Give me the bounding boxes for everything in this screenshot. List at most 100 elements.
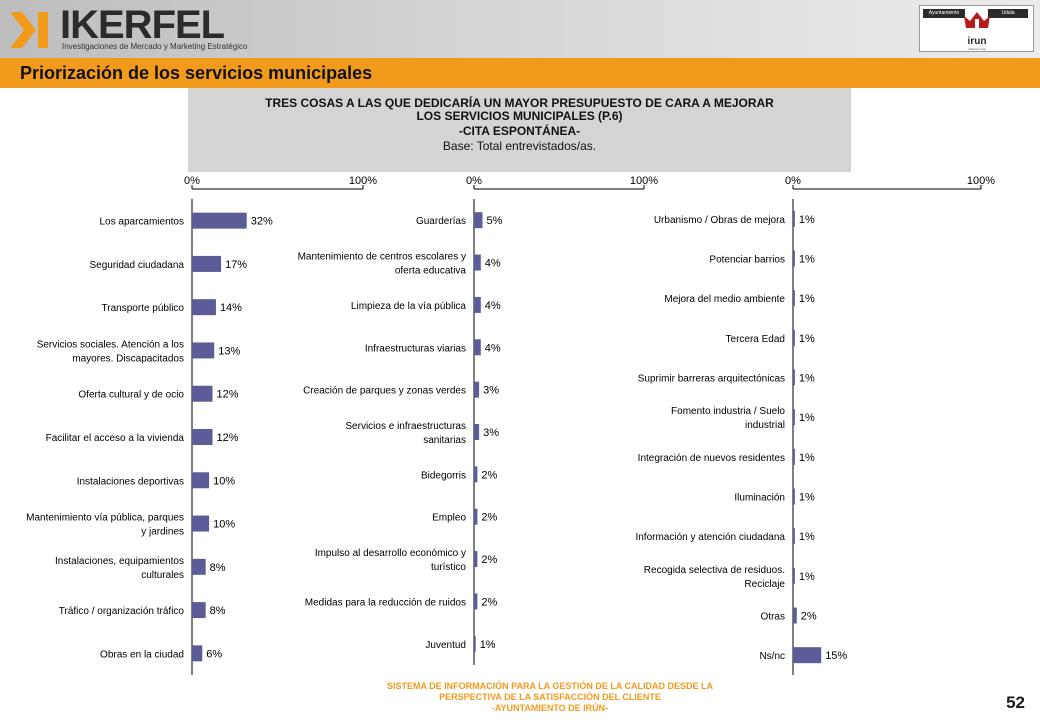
category-label: turístico	[431, 562, 466, 573]
category-label: Mantenimiento vía pública, parques	[26, 513, 184, 524]
data-label: 2%	[481, 512, 497, 524]
bar	[474, 212, 483, 229]
footer-line-3: -AYUNTAMIENTO DE IRÚN-	[491, 703, 609, 713]
bar	[192, 299, 216, 316]
bar	[474, 593, 478, 610]
data-label: 4%	[485, 300, 501, 312]
category-label: industrial	[745, 420, 785, 431]
category-label: Infraestructuras viarias	[365, 343, 466, 354]
category-label: Integración de nuevos residentes	[638, 453, 785, 464]
data-label: 2%	[481, 469, 497, 481]
category-label: Suprimir barreras arquitectónicas	[638, 374, 785, 385]
bar	[793, 488, 795, 505]
category-label: Ns/nc	[759, 651, 785, 662]
category-label: Servicios e infraestructuras	[345, 421, 466, 432]
data-label: 1%	[799, 373, 815, 385]
category-label: Mantenimiento de centros escolares y	[298, 252, 466, 263]
data-label: 1%	[799, 531, 815, 543]
category-label: Potenciar barrios	[709, 255, 785, 266]
bar	[793, 647, 822, 664]
data-label: 1%	[799, 293, 815, 305]
bar	[192, 429, 213, 445]
category-label: Fomento industria / Suelo	[671, 406, 785, 417]
data-label: 1%	[799, 333, 815, 345]
chart-base-note: Base: Total entrevistados/as.	[442, 139, 597, 153]
bar	[793, 250, 795, 267]
data-label: 3%	[483, 385, 499, 397]
data-label: 10%	[213, 519, 235, 531]
bar	[192, 472, 210, 489]
data-label: 2%	[801, 611, 817, 623]
data-label: 13%	[218, 345, 240, 357]
bar	[474, 381, 480, 398]
bar	[474, 296, 481, 313]
chart-title-box: TRES COSAS A LAS QUE DEDICARÍA UN MAYOR …	[188, 88, 851, 172]
bar	[192, 385, 213, 402]
tick-label: 100%	[349, 175, 377, 187]
data-label: 17%	[225, 259, 247, 271]
data-label: 1%	[799, 492, 815, 504]
bar	[793, 369, 795, 386]
footer-line-2: PERSPECTIVA DE LA SATISFACCIÓN DEL CLIEN…	[439, 692, 661, 702]
category-label: Limpieza de la vía pública	[351, 301, 467, 312]
data-label: 3%	[483, 427, 499, 439]
category-label: Medidas para la reducción de ruidos	[305, 597, 466, 608]
chart-title-line-2: LOS SERVICIOS MUNICIPALES (P.6)	[416, 109, 623, 123]
irun-seal: Ayuntamiento Udala irun www.irun.org	[919, 5, 1034, 52]
category-label: Transporte público	[102, 303, 185, 314]
data-label: 12%	[217, 432, 239, 444]
tick-label: 0%	[184, 175, 200, 187]
category-label: culturales	[141, 570, 184, 581]
category-label: Reciclaje	[744, 579, 785, 590]
category-label: Urbanismo / Obras de mejora	[654, 215, 786, 226]
bar	[192, 558, 206, 575]
category-label: Servicios sociales. Atención a los	[37, 339, 184, 350]
category-label: Juventud	[425, 640, 466, 651]
footer-line-1: SISTEMA DE INFORMACIÓN PARA LA GESTIÓN D…	[386, 681, 713, 691]
tick-label: 100%	[967, 175, 995, 187]
chart-title-line-3: -CITA ESPONTÁNEA-	[458, 124, 581, 138]
category-label: y jardines	[141, 527, 184, 538]
data-label: 4%	[485, 342, 501, 354]
bar	[793, 210, 795, 227]
category-label: sanitarias	[423, 435, 466, 446]
footer: SISTEMA DE INFORMACIÓN PARA LA GESTIÓN D…	[290, 681, 810, 714]
section-title-bar: Priorización de los servicios municipale…	[0, 58, 1040, 88]
seal-left-label: Ayuntamiento	[923, 9, 965, 18]
bar	[192, 645, 203, 662]
category-label: Instalaciones deportivas	[77, 476, 184, 487]
data-label: 14%	[220, 302, 242, 314]
bar	[793, 567, 795, 584]
category-label: mayores. Discapacitados	[72, 353, 184, 364]
tick-label: 100%	[630, 175, 658, 187]
bar	[474, 551, 478, 568]
chart-title-line-1: TRES COSAS A LAS QUE DEDICARÍA UN MAYOR …	[265, 96, 774, 110]
bar	[474, 635, 476, 652]
category-label: Recogida selectiva de residuos.	[644, 565, 785, 576]
seal-url: www.irun.org	[968, 47, 986, 51]
category-label: Empleo	[432, 513, 466, 524]
category-label: oferta educativa	[395, 266, 467, 277]
category-label: Tercera Edad	[726, 334, 785, 345]
data-label: 32%	[251, 216, 273, 228]
category-label: Creación de parques y zonas verdes	[303, 386, 466, 397]
bar	[793, 329, 795, 346]
bar	[793, 409, 795, 426]
category-label: Oferta cultural y de ocio	[78, 390, 184, 401]
bar	[474, 466, 478, 483]
category-label: Otras	[761, 612, 785, 623]
data-label: 2%	[481, 596, 497, 608]
bar	[192, 515, 210, 532]
crown-icon	[964, 12, 990, 28]
data-label: 1%	[799, 452, 815, 464]
data-label: 1%	[799, 214, 815, 226]
category-label: Tráfico / organización tráfico	[59, 606, 185, 617]
bar	[192, 342, 215, 359]
data-label: 15%	[825, 650, 847, 662]
bar	[192, 255, 222, 272]
seal-right-label: Udala	[988, 9, 1028, 18]
page-number: 52	[1006, 693, 1025, 712]
bar	[793, 290, 795, 307]
bar	[192, 602, 206, 619]
